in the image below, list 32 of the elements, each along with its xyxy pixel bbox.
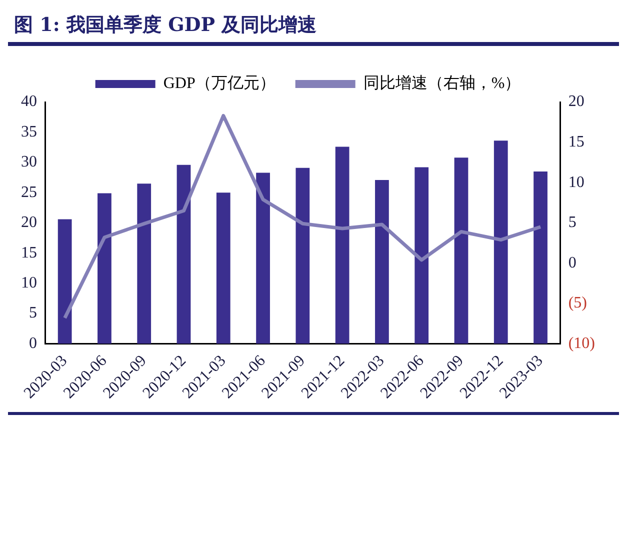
y-tick-label: 15 bbox=[21, 244, 37, 262]
bar bbox=[534, 171, 548, 344]
y-tick-label: 20 bbox=[21, 214, 37, 232]
bar bbox=[216, 192, 230, 344]
y2-tick-label: (5) bbox=[568, 294, 587, 312]
y2-tick-label: 0 bbox=[568, 254, 576, 272]
y2-tick-label: 20 bbox=[568, 93, 584, 110]
bar bbox=[256, 172, 270, 344]
bar bbox=[137, 184, 152, 344]
bar bbox=[335, 146, 350, 344]
y2-tick-label: 10 bbox=[568, 174, 584, 191]
bar bbox=[454, 158, 468, 344]
bar bbox=[414, 167, 429, 344]
y2-tick-label: 15 bbox=[568, 133, 584, 150]
bar bbox=[176, 164, 191, 344]
legend-label: 同比增速（右轴，%） bbox=[363, 74, 521, 92]
y2-tick-label: (10) bbox=[568, 334, 595, 352]
legend-label: GDP（万亿元） bbox=[163, 75, 276, 92]
bar bbox=[375, 180, 389, 344]
y-tick-label: 0 bbox=[29, 334, 37, 352]
y-tick-label: 25 bbox=[21, 184, 37, 201]
bar bbox=[98, 193, 112, 344]
y-tick-label: 40 bbox=[21, 93, 37, 110]
y-tick-label: 5 bbox=[29, 304, 37, 322]
y2-tick-label: 5 bbox=[568, 214, 576, 232]
chart-title: 图 1: 我国单季度 GDP 及同比增速 bbox=[8, 8, 619, 46]
y-tick-label: 35 bbox=[21, 123, 37, 140]
bar bbox=[296, 168, 310, 344]
y-tick-label: 10 bbox=[21, 274, 37, 292]
bar bbox=[58, 219, 72, 344]
y-tick-label: 30 bbox=[21, 154, 37, 171]
bar bbox=[494, 140, 508, 344]
